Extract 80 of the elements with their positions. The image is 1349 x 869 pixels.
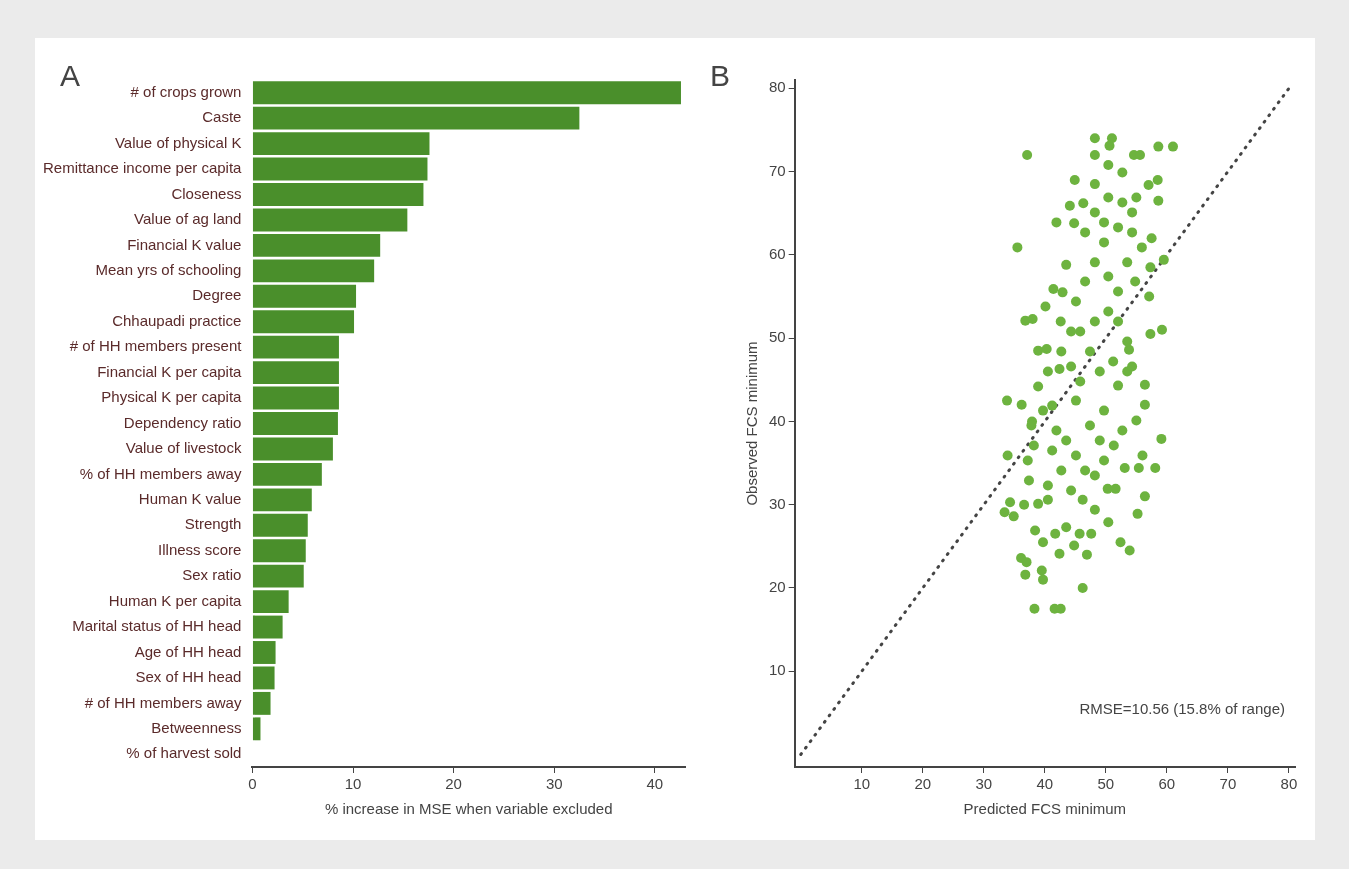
bar [252, 335, 339, 359]
y-tick-label: Betweenness [151, 718, 242, 736]
y-tick-label: Remittance income per capita [42, 159, 243, 177]
bar [252, 208, 408, 232]
y-tick-label: Human K per capita [108, 591, 243, 609]
y-tick-label: Value of ag land [134, 210, 242, 228]
y-tick-label: 70 [769, 161, 786, 179]
y-tick-label: Caste [202, 108, 242, 126]
text: A [60, 59, 81, 93]
y-tick-label: Age of HH head [134, 642, 242, 660]
bar [252, 641, 276, 664]
y-tick-label: Value of livestock [125, 439, 242, 457]
x-tick-label: 80 [1280, 775, 1298, 793]
x-tick-label: 30 [975, 775, 993, 793]
bar [252, 81, 681, 105]
bar [252, 310, 355, 334]
y-axis-title: Observed FCS minimum [743, 341, 761, 506]
bar [252, 412, 338, 435]
y-tick-label: 20 [769, 578, 786, 596]
y-tick-label: Mean yrs of schooling [95, 260, 242, 278]
y-tick-label: Chhaupadi practice [112, 311, 242, 329]
x-tick-label: 10 [344, 775, 362, 793]
y-tick-label: Closeness [171, 184, 242, 202]
bar [252, 539, 306, 563]
bar [252, 386, 339, 410]
y-tick-label: Sex of HH head [135, 668, 242, 686]
x-tick-label: 30 [545, 775, 563, 793]
y-tick-label: Marital status of HH head [72, 617, 242, 635]
bar [252, 361, 339, 385]
bar [252, 513, 308, 537]
y-tick-label: # of HH members away [84, 693, 242, 711]
bar [252, 183, 424, 206]
y-tick-label: 40 [769, 411, 786, 429]
y-tick-label: Financial K value [127, 235, 242, 253]
bar [252, 233, 381, 257]
bar [252, 462, 322, 486]
y-tick-label: 60 [769, 245, 786, 263]
x-tick-label: 0 [248, 775, 257, 793]
y-tick-label: Strength [184, 515, 242, 533]
x-axis-title: % increase in MSE when variable excluded [324, 800, 613, 818]
x-tick-label: 10 [853, 775, 871, 793]
y-tick-label: 80 [769, 78, 786, 96]
bar [252, 615, 283, 639]
x-tick-label: 20 [914, 775, 932, 793]
bar [252, 666, 275, 690]
x-tick-label: 60 [1158, 775, 1176, 793]
bar [252, 157, 428, 181]
y-tick-label: Value of physical K [114, 133, 242, 151]
x-tick-label: 50 [1097, 775, 1115, 793]
bar [252, 590, 289, 614]
y-tick-label: # of HH members present [69, 337, 243, 355]
y-tick-label: 50 [769, 328, 786, 346]
bar [252, 717, 261, 741]
x-tick-label: 20 [445, 775, 462, 793]
y-tick-label: Physical K per capita [101, 388, 243, 406]
bar [252, 691, 271, 715]
bar [252, 106, 580, 130]
annotation: RMSE=10.56 (15.8% of range) [1079, 699, 1285, 717]
y-tick-label: 10 [769, 661, 786, 679]
text: B [710, 59, 731, 93]
bar [252, 259, 375, 283]
bar [252, 284, 357, 308]
y-tick-label: 30 [769, 494, 786, 512]
y-tick-label: Sex ratio [182, 566, 242, 584]
bar [252, 437, 333, 461]
x-tick-label: 70 [1219, 775, 1237, 793]
y-tick-label: # of crops grown [130, 82, 242, 100]
y-tick-label: % of HH members away [79, 464, 242, 482]
x-tick-label: 40 [1036, 775, 1054, 793]
bar [252, 132, 430, 156]
y-tick-label: Financial K per capita [97, 362, 243, 380]
y-tick-label: % of harvest sold [126, 744, 242, 762]
y-tick-label: Dependency ratio [123, 413, 242, 431]
y-tick-label: Illness score [158, 540, 242, 558]
y-tick-label: Human K value [138, 489, 242, 507]
bar [252, 564, 304, 588]
bar [252, 488, 312, 512]
x-axis-title: Predicted FCS minimum [963, 800, 1127, 818]
y-tick-label: Degree [192, 286, 242, 304]
x-tick-label: 40 [646, 775, 664, 793]
